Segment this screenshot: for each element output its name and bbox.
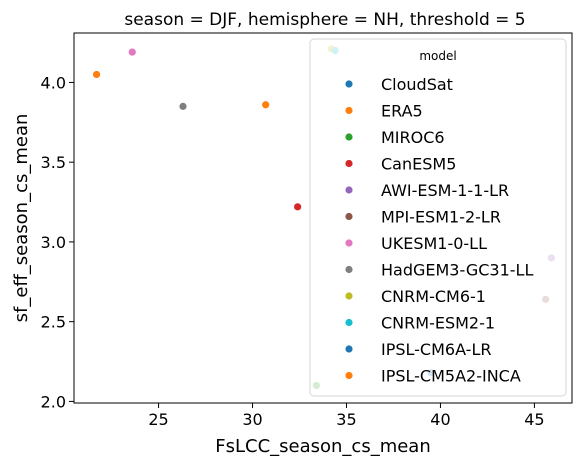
plot-frame [73,32,573,404]
legend-label: AWI-ESM-1-1-LR [381,181,509,200]
y-axis-label: sf_eff_season_cs_mean [11,114,32,323]
y-tick-label: 4.0 [41,73,66,92]
data-point [294,203,302,211]
x-axis-ticks: 25 30 35 40 45 [148,403,545,429]
y-tick-label: 3.5 [41,153,66,172]
legend-marker [345,292,353,300]
legend-marker [345,371,353,380]
x-tick-label: 25 [148,410,168,429]
data-point [179,102,187,110]
legend-label: IPSL-CM5A2-INCA [381,367,521,386]
legend: model CloudSat ERA5 MIROC6 CanESM5 AWI-ESM-1… [309,38,567,397]
legend-box [309,38,567,397]
legend-label: IPSL-CM6A-LR [381,340,491,359]
legend-marker [345,106,353,115]
legend-label: ERA5 [381,102,423,121]
legend-label: CNRM-ESM2-1 [381,314,495,333]
data-point [128,48,136,56]
y-tick-label: 2.0 [41,392,66,411]
x-tick-label: 35 [336,410,356,429]
legend-label: CanESM5 [381,155,456,174]
legend-marker [345,186,353,194]
legend-marker [345,212,353,221]
data-point [92,70,101,79]
y-tick-label: 2.5 [41,313,66,332]
legend-title: model [419,49,456,63]
legend-label: HadGEM3-GC31-LL [381,261,533,280]
x-tick-label: 40 [430,410,450,429]
legend-label: MPI-ESM1-2-LR [381,208,501,227]
legend-label: CloudSat [381,75,453,94]
legend-marker [345,318,353,327]
legend-marker [345,80,353,88]
legend-marker [345,345,353,353]
legend-marker [345,159,353,168]
x-axis-label: FsLCC_season_cs_mean [215,436,431,457]
y-tick-label: 3.0 [41,233,66,252]
y-axis-ticks: 2.0 2.5 3.0 3.5 4.0 [41,73,74,411]
legend-label: UKESM1-0-LL [381,234,487,253]
legend-label: MIROC6 [381,128,445,147]
x-tick-label: 45 [524,410,544,429]
x-tick-label: 30 [242,410,262,429]
data-point [262,101,270,109]
legend-marker [345,133,353,141]
legend-marker [345,265,353,274]
legend-label: CNRM-CM6-1 [381,287,486,306]
chart-title: season = DJF, hemisphere = NH, threshold… [124,10,525,30]
legend-items: CloudSat ERA5 MIROC6 CanESM5 AWI-ESM-1-1-LR M… [345,75,533,386]
legend-marker [345,239,353,247]
